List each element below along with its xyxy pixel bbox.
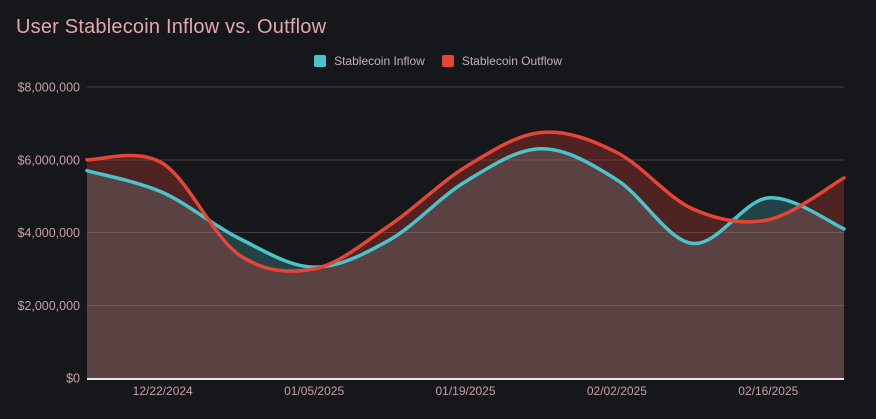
outflow-swatch-icon [441,55,454,67]
y-axis-label: $4,000,000 [17,226,80,240]
y-axis-label: $0 [66,372,80,386]
x-axis-label: 02/02/2025 [587,384,647,398]
x-axis-label: 01/19/2025 [435,384,495,398]
x-axis-label: 02/16/2025 [738,384,798,398]
outflow-area [87,132,844,378]
legend-item-inflow[interactable]: Stablecoin Inflow [314,54,425,68]
y-axis-label: $6,000,000 [17,153,80,167]
outflow-line [85,130,846,273]
x-axis-label: 12/22/2024 [133,384,193,398]
y-axis-label: $2,000,000 [17,299,80,313]
legend-item-outflow[interactable]: Stablecoin Outflow [441,54,562,68]
chart-legend: Stablecoin Inflow Stablecoin Outflow [0,54,876,68]
legend-label-inflow: Stablecoin Inflow [334,54,425,68]
inflow-line [85,147,846,269]
inflow-swatch-icon [314,55,327,67]
y-axis-label: $8,000,000 [17,81,80,95]
x-axis-label: 01/05/2025 [284,384,344,398]
inflow-area [87,148,844,378]
legend-label-outflow: Stablecoin Outflow [461,54,562,68]
page-title: User Stablecoin Inflow vs. Outflow [16,16,327,38]
